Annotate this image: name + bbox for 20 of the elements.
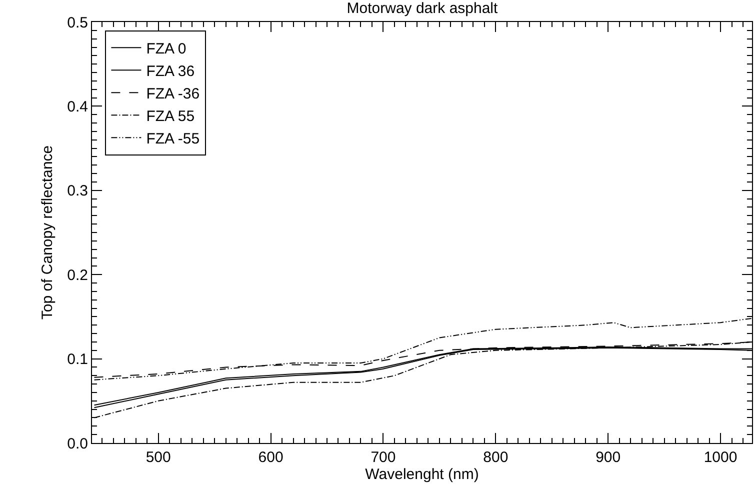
legend-label: FZA 36	[146, 63, 195, 80]
y-tick-label: 0.0	[67, 435, 88, 452]
x-axis-title: Wavelenght (nm)	[365, 466, 479, 483]
legend-label: FZA -36	[146, 86, 200, 103]
y-tick-label: 0.1	[67, 351, 88, 368]
y-tick-label: 0.4	[67, 98, 88, 116]
x-tick-label: 600	[258, 449, 284, 466]
x-tick-label: 900	[596, 449, 621, 466]
y-tick-label: 0.5	[67, 14, 88, 32]
x-tick-label: 700	[370, 449, 396, 466]
legend-label: FZA 55	[146, 108, 195, 126]
legend-label: FZA 0	[146, 40, 186, 58]
y-tick-label: 0.2	[67, 266, 88, 284]
legend-label: FZA -55	[146, 130, 200, 148]
chart-title: Motorway dark asphalt	[346, 0, 499, 17]
x-tick-label: 1000	[704, 449, 738, 466]
y-tick-label: 0.3	[67, 182, 88, 200]
y-axis-title: Top of Canopy reflectance	[39, 145, 56, 320]
x-tick-label: 800	[483, 449, 508, 466]
x-tick-label: 500	[146, 449, 171, 466]
